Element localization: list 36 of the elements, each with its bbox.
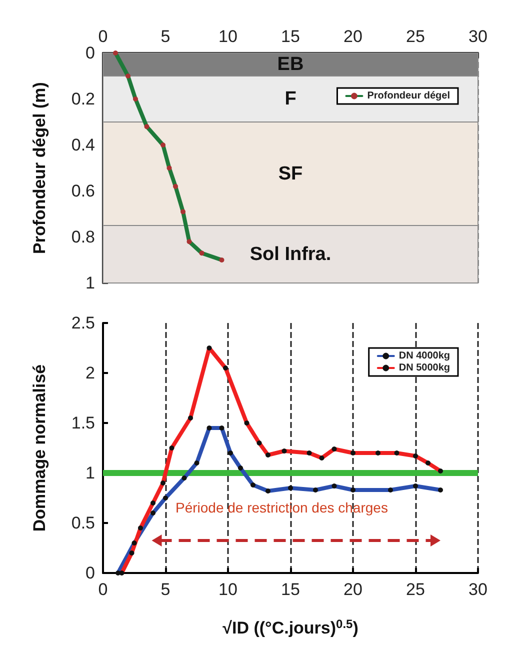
y-tick-label: 1 <box>86 274 95 292</box>
x-tick-label: 15 <box>281 27 300 46</box>
y-tick-label: 0.2 <box>71 90 95 108</box>
x-tick-label: 0 <box>98 580 108 599</box>
y-tick-label: 2 <box>86 364 95 382</box>
y-tick-label: 0.6 <box>71 182 95 200</box>
x-tick-label: 15 <box>281 580 300 599</box>
band-label: Sol Infra. <box>250 244 332 265</box>
y-tick-label: 0.4 <box>71 136 95 154</box>
band-label: SF <box>278 163 303 184</box>
x-tick-label: 30 <box>468 580 488 599</box>
legend-label: DN 5000kg <box>398 362 450 374</box>
x-tick-label: 25 <box>406 27 425 46</box>
y-axis-title: Profondeur dégel (m) <box>30 82 49 254</box>
y-tick-label: 2.5 <box>71 314 95 332</box>
legend-label: Profondeur dégel <box>367 90 450 102</box>
x-tick-label: 5 <box>160 27 170 46</box>
x-tick-label: 20 <box>344 27 362 46</box>
x-tick-label: 0 <box>98 27 108 46</box>
x-tick-label: 20 <box>344 580 362 599</box>
band-label: EB <box>277 54 304 75</box>
band-label: F <box>284 88 296 110</box>
y-axis-title: Dommage normalisé <box>30 364 49 532</box>
legend-label: DN 4000kg <box>398 350 450 362</box>
y-tick-label: 0 <box>86 44 95 62</box>
x-tick-label: 10 <box>218 580 238 599</box>
y-tick-label: 0 <box>86 564 95 582</box>
y-tick-label: 0.8 <box>71 228 95 246</box>
x-tick-label: 30 <box>468 27 488 46</box>
y-tick-label: 1 <box>86 464 95 482</box>
x-tick-label: 10 <box>218 27 238 46</box>
y-tick-label: 1.5 <box>71 414 95 432</box>
x-tick-label: 25 <box>406 580 425 599</box>
annotation: Période de restriction des charges <box>176 500 388 516</box>
y-tick-label: 0.5 <box>71 514 95 532</box>
x-tick-label: 5 <box>160 580 170 599</box>
